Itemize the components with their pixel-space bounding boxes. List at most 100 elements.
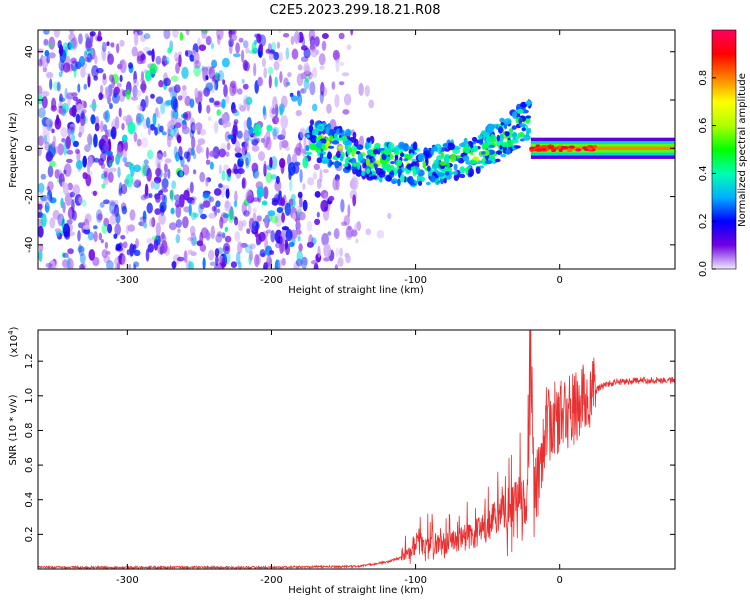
spectrogram-cell (120, 140, 125, 152)
spectrogram-cell (215, 200, 221, 208)
spectrogram-cell (350, 30, 354, 36)
spectrogram-cell (237, 88, 243, 95)
spectrogram-cell (157, 123, 161, 135)
spectrogram-cell (469, 141, 474, 149)
spectrogram-cell (241, 219, 247, 227)
spectrogram-cell (226, 142, 231, 151)
spectrogram-cell (208, 212, 216, 219)
spectrogram-cell (344, 128, 352, 137)
y-tick-label: -40 (24, 237, 35, 253)
spectrogram-cell (301, 256, 308, 269)
spectrogram-cell (118, 107, 122, 118)
spectrogram-cell (511, 125, 517, 130)
spectrogram-cell (319, 169, 323, 183)
spectrogram-cell (83, 50, 87, 58)
spectrogram-cell (251, 145, 260, 152)
spectrogram-cell (218, 148, 226, 158)
spectrogram-cell (116, 82, 122, 88)
spectrogram-cell (62, 259, 69, 268)
spectrogram-cell (208, 196, 215, 203)
spectrogram-cell (161, 240, 168, 254)
spectrogram-cell (97, 30, 102, 38)
y-tick-label: 0.2 (24, 526, 35, 542)
spectrogram-cell (99, 84, 104, 94)
spectrogram-cell (281, 257, 286, 266)
spectrogram-cell (263, 160, 267, 174)
spectrogram-cell (523, 134, 531, 141)
spectrogram-cell (107, 171, 114, 183)
spectrogram-cell (256, 215, 262, 222)
spectrogram-cell (382, 164, 387, 171)
spectrogram-cell (265, 229, 272, 234)
spectrogram-cell (205, 35, 212, 46)
x-tick-label: -200 (260, 275, 283, 286)
spectrogram-cell (139, 216, 146, 222)
spectrogram-cell (201, 30, 209, 35)
spectrogram-cell (222, 79, 226, 85)
spectrogram-cell (303, 78, 310, 90)
spectrogram-cell (281, 128, 287, 138)
spectrogram-cell (459, 142, 466, 148)
spectrogram-cell (190, 147, 195, 156)
spectrogram-cell (142, 46, 151, 52)
snr-y-axis: 0.2 0.4 0.6 0.8 1.0 1.2 (24, 353, 675, 542)
spectrogram-cell (138, 221, 145, 227)
spectrogram-cell (269, 250, 275, 255)
spectrogram-cell (201, 30, 208, 39)
spectrogram-cell (266, 124, 273, 132)
spectrogram-cell (49, 78, 53, 90)
spectrogram-cell (237, 241, 243, 254)
spectrogram-cell (323, 243, 332, 258)
spectrogram-cell (38, 85, 43, 95)
spectrogram-cell (143, 33, 151, 40)
spectrogram-cell (66, 158, 73, 163)
spectrogram-cell (326, 103, 332, 114)
spectrogram-cell (312, 67, 318, 79)
spectrogram-cell (38, 249, 43, 262)
spectrogram-cell (93, 157, 100, 163)
spectrogram-cell (263, 186, 269, 200)
spectrogram-cell (191, 236, 198, 246)
spectrogram-cell (216, 30, 224, 40)
spectrogram-cell (263, 262, 269, 269)
spectrogram-cell (129, 243, 135, 257)
spectrogram-cell (189, 98, 195, 108)
spectrogram-cell (57, 143, 64, 156)
spectrogram-cell (38, 135, 44, 147)
spectrogram-cell (231, 34, 237, 41)
spectrogram-cell (291, 48, 299, 60)
spectrogram-cell (191, 124, 197, 132)
spectrogram-cell (332, 49, 340, 61)
spectrogram-cell (147, 149, 154, 160)
spectrogram-cell (326, 151, 333, 160)
spectrogram-cell (171, 261, 177, 269)
spectrogram-cell (371, 157, 376, 162)
spectrogram-cell (346, 147, 351, 156)
spectrogram-cell (43, 38, 49, 46)
spectrogram-cell (261, 200, 268, 206)
spectrogram-cell (311, 128, 319, 136)
spectrogram-cell (111, 77, 115, 89)
spectrogram-cell (478, 139, 484, 145)
spectrogram-cell (172, 109, 179, 120)
spectrogram-cell (99, 201, 105, 208)
spectrogram-cell (213, 100, 222, 108)
carrier-peak (586, 146, 592, 150)
spectrogram-cell (254, 254, 260, 268)
spectrogram-cell (355, 238, 359, 244)
snr-panel: -300 -200 -100 0 0.2 0.4 0.6 0.8 1.0 1.2 Height … (7, 326, 676, 596)
spectrogram-cell (197, 138, 206, 146)
spectrogram-cell (220, 212, 229, 224)
spectrogram-cell (92, 225, 98, 230)
spectrogram-cell (79, 112, 86, 126)
spectrogram-cell (393, 167, 398, 176)
spectrogram-cell (238, 103, 243, 111)
spectrogram-cell (136, 138, 142, 147)
spectrogram-cell (214, 79, 219, 91)
spectrogram-cell (310, 136, 317, 143)
spectrogram-cell (368, 99, 375, 109)
spectrogram-cell (292, 212, 297, 221)
spectrogram-cell (200, 213, 207, 220)
spectrogram-cell (357, 161, 361, 171)
y-tick-label: 0.8 (24, 422, 35, 438)
